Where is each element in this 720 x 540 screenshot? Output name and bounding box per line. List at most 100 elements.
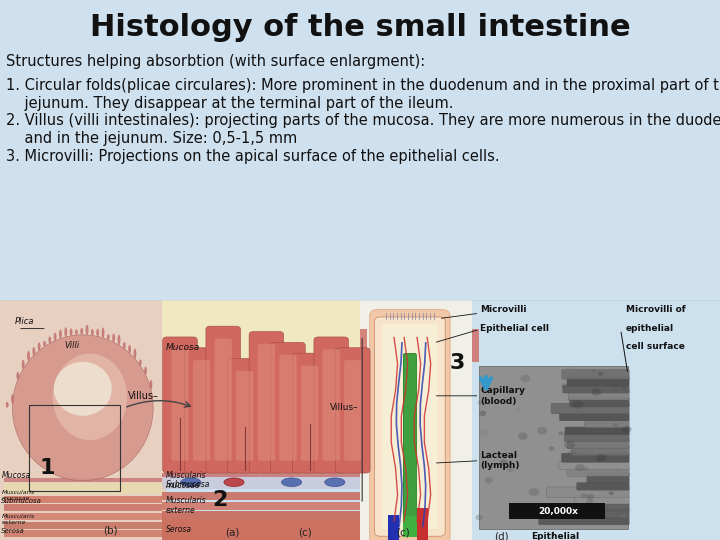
FancyBboxPatch shape: [559, 462, 629, 469]
Circle shape: [485, 477, 493, 483]
Circle shape: [541, 506, 546, 510]
FancyBboxPatch shape: [314, 337, 348, 473]
FancyBboxPatch shape: [403, 354, 416, 523]
Circle shape: [621, 386, 626, 390]
Text: Muscularis
mucosae: Muscularis mucosae: [1, 490, 35, 501]
Circle shape: [508, 510, 514, 515]
Ellipse shape: [37, 342, 40, 350]
FancyBboxPatch shape: [193, 360, 210, 461]
FancyBboxPatch shape: [575, 496, 629, 504]
Ellipse shape: [54, 362, 112, 416]
Ellipse shape: [12, 335, 153, 481]
Bar: [388, 515, 399, 540]
Text: Submucosa: Submucosa: [1, 498, 42, 504]
Text: Capillary
(blood): Capillary (blood): [480, 386, 526, 406]
Text: (d): (d): [494, 532, 508, 540]
Bar: [162, 472, 371, 477]
Circle shape: [621, 514, 626, 518]
FancyBboxPatch shape: [271, 342, 305, 473]
Ellipse shape: [32, 347, 35, 355]
Ellipse shape: [81, 328, 84, 335]
Text: epithelial: epithelial: [626, 324, 674, 333]
FancyBboxPatch shape: [292, 433, 305, 474]
Bar: [162, 519, 371, 540]
Bar: [162, 511, 371, 519]
Bar: [4, 513, 162, 520]
FancyBboxPatch shape: [564, 433, 629, 442]
Ellipse shape: [43, 341, 46, 347]
FancyBboxPatch shape: [565, 427, 629, 435]
Text: 1. Circular folds(plicae circulares): More prominent in the duodenum and in the : 1. Circular folds(plicae circulares): Mo…: [6, 78, 720, 111]
Ellipse shape: [224, 478, 244, 487]
Circle shape: [608, 491, 613, 495]
FancyBboxPatch shape: [258, 344, 275, 461]
Circle shape: [521, 375, 530, 382]
Circle shape: [596, 454, 606, 462]
FancyBboxPatch shape: [249, 332, 284, 473]
Text: Mucosa: Mucosa: [166, 343, 200, 352]
FancyBboxPatch shape: [562, 386, 629, 393]
Ellipse shape: [27, 350, 30, 361]
FancyBboxPatch shape: [249, 433, 262, 474]
Bar: [4, 478, 162, 482]
Text: Villus–: Villus–: [330, 403, 359, 413]
FancyBboxPatch shape: [344, 360, 361, 461]
Text: Microvilli: Microvilli: [480, 305, 527, 314]
FancyBboxPatch shape: [279, 355, 297, 461]
FancyBboxPatch shape: [163, 337, 197, 473]
FancyBboxPatch shape: [567, 439, 629, 449]
Circle shape: [566, 367, 575, 374]
Bar: [4, 483, 162, 494]
Text: 3. Microvilli: Projections on the apical surface of the epithelial cells.: 3. Microvilli: Projections on the apical…: [6, 148, 500, 164]
Bar: [472, 329, 479, 362]
FancyBboxPatch shape: [336, 348, 370, 473]
Text: Epithelial: Epithelial: [531, 532, 579, 540]
Text: Villi: Villi: [65, 341, 80, 349]
Ellipse shape: [107, 334, 109, 340]
Ellipse shape: [22, 360, 24, 369]
Bar: [29, 405, 120, 491]
Bar: [402, 516, 417, 537]
Circle shape: [575, 464, 585, 471]
FancyBboxPatch shape: [228, 359, 262, 473]
Bar: [360, 300, 479, 540]
Text: 2: 2: [212, 490, 228, 510]
Circle shape: [477, 401, 482, 404]
Circle shape: [585, 449, 594, 455]
FancyBboxPatch shape: [336, 433, 348, 474]
Circle shape: [592, 388, 601, 396]
Text: 1: 1: [40, 458, 55, 478]
FancyBboxPatch shape: [562, 453, 629, 462]
Ellipse shape: [64, 327, 67, 337]
FancyBboxPatch shape: [539, 517, 629, 525]
Text: 3: 3: [450, 353, 465, 373]
Circle shape: [587, 494, 594, 500]
Text: Muscularis
mucosae: Muscularis mucosae: [166, 471, 206, 490]
Text: (c): (c): [396, 527, 410, 537]
Circle shape: [572, 400, 584, 409]
Ellipse shape: [6, 402, 9, 408]
FancyBboxPatch shape: [571, 446, 629, 456]
Ellipse shape: [75, 329, 78, 335]
Ellipse shape: [181, 478, 201, 487]
FancyBboxPatch shape: [587, 472, 629, 483]
FancyBboxPatch shape: [206, 326, 240, 473]
Circle shape: [586, 499, 593, 505]
Ellipse shape: [86, 325, 89, 335]
Bar: [360, 329, 367, 362]
Bar: [162, 502, 371, 510]
Circle shape: [516, 408, 521, 411]
Ellipse shape: [117, 335, 120, 345]
FancyBboxPatch shape: [577, 482, 629, 490]
Bar: [162, 492, 371, 500]
Circle shape: [562, 383, 567, 388]
Circle shape: [549, 446, 554, 450]
FancyBboxPatch shape: [323, 349, 340, 461]
Circle shape: [506, 467, 513, 472]
Ellipse shape: [144, 367, 147, 375]
Bar: [472, 300, 720, 540]
Text: Epithelial cell: Epithelial cell: [480, 324, 549, 333]
Circle shape: [613, 423, 618, 427]
Circle shape: [518, 433, 528, 440]
FancyBboxPatch shape: [184, 433, 197, 474]
